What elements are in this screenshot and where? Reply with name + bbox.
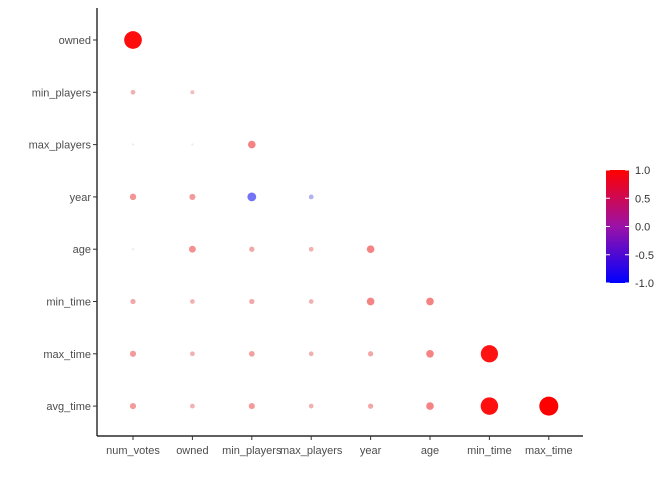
point-max_time-avg_time: [539, 396, 559, 416]
point-age-min_time: [426, 297, 434, 306]
x-tick-label-age: age: [421, 445, 439, 457]
legend-tick-label-1.0: 1.0: [635, 165, 650, 177]
point-num_votes-age: [131, 248, 135, 251]
point-age-max_time: [426, 349, 434, 358]
point-year-avg_time: [367, 403, 374, 409]
point-owned-avg_time: [190, 403, 195, 409]
point-min_players-max_players: [247, 140, 256, 149]
point-min_players-age: [249, 246, 255, 252]
y-tick-label-age: age: [73, 244, 91, 256]
point-num_votes-year: [129, 193, 137, 201]
point-num_votes-min_players: [130, 89, 136, 95]
legend-tick-label--1.0: -1.0: [635, 278, 654, 290]
x-tick-label-owned: owned: [176, 445, 208, 457]
point-owned-year: [189, 193, 196, 200]
point-min_players-avg_time: [248, 403, 255, 410]
legend-tick-label--0.5: -0.5: [635, 250, 654, 262]
x-tick-label-max_players: max_players: [280, 445, 343, 457]
point-min_time-max_time: [480, 345, 499, 363]
y-tick-label-year: year: [70, 192, 92, 204]
x-tick-label-min_players: min_players: [222, 445, 282, 457]
point-year-max_time: [367, 351, 374, 357]
point-year-age: [366, 245, 375, 254]
point-num_votes-max_time: [129, 350, 137, 357]
point-min_players-max_time: [248, 350, 255, 357]
y-tick-label-min_time: min_time: [46, 297, 91, 309]
point-max_players-avg_time: [308, 403, 314, 409]
x-tick-label-num_votes: num_votes: [106, 445, 160, 457]
marks-layer: [124, 31, 559, 416]
point-min_players-min_time: [249, 298, 255, 305]
point-max_players-max_time: [308, 351, 314, 357]
point-owned-age: [189, 245, 196, 253]
legend: 1.0 0.5 0.0 -0.5 -1.0: [606, 165, 654, 290]
point-num_votes-owned: [124, 31, 142, 49]
point-num_votes-min_time: [130, 298, 136, 305]
point-age-avg_time: [426, 402, 434, 410]
legend-color-bar: [606, 170, 629, 283]
x-tick-label-max_time: max_time: [525, 445, 573, 457]
point-owned-min_time: [190, 299, 195, 304]
y-tick-label-owned: owned: [59, 35, 91, 47]
y-tick-label-min_players: min_players: [32, 87, 92, 99]
legend-tick-label-0.0: 0.0: [635, 222, 650, 234]
point-max_players-min_time: [308, 299, 314, 304]
point-num_votes-max_players: [131, 143, 135, 146]
point-year-min_time: [366, 297, 375, 306]
point-owned-max_players: [191, 143, 194, 146]
point-min_players-year: [247, 192, 257, 202]
point-num_votes-avg_time: [129, 403, 137, 410]
point-max_players-age: [308, 246, 314, 252]
legend-tick-label-0.5: 0.5: [635, 193, 650, 205]
x-tick-label-min_time: min_time: [467, 445, 512, 457]
y-tick-label-max_time: max_time: [43, 349, 91, 361]
point-max_players-year: [308, 194, 314, 200]
point-owned-max_time: [190, 351, 195, 357]
x-tick-label-year: year: [360, 445, 382, 457]
point-min_time-avg_time: [480, 397, 499, 415]
axes-layer: ownedmin_playersmax_playersyearagemin_ti…: [29, 8, 583, 457]
y-tick-label-max_players: max_players: [29, 140, 92, 152]
point-owned-min_players: [190, 90, 195, 95]
y-tick-label-avg_time: avg_time: [46, 401, 91, 413]
